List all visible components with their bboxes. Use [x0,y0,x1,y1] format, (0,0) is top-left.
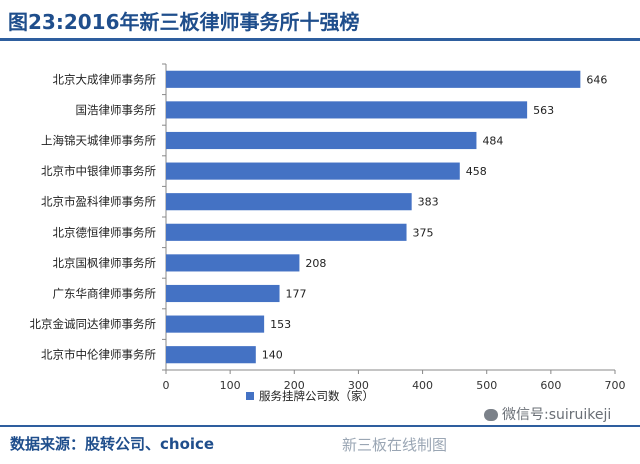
x-tick-label: 100 [220,379,241,392]
category-label: 北京大成律师事务所 [53,72,157,86]
data-label: 177 [286,288,307,301]
wechat-id: 微信号:suiruikeji [502,407,612,423]
bar [166,315,265,333]
bar [166,131,477,150]
wechat-icon [484,409,498,421]
category-label: 国浩律师事务所 [76,103,157,117]
data-label: 208 [305,257,326,270]
x-tick-label: 500 [476,379,497,392]
category-label: 北京金诚同达律师事务所 [30,317,157,331]
data-label: 646 [586,73,607,86]
data-source: 数据来源：股转公司、choice [10,435,215,453]
chart-watermark: 新三板在线制图 [342,436,448,454]
data-label: 375 [413,226,434,239]
data-label: 140 [262,349,283,362]
legend-swatch [246,392,254,400]
chart-title: 图23:2016年新三板律师事务所十强榜 [8,10,360,34]
bar [166,162,460,180]
x-tick-label: 300 [348,379,369,392]
category-label: 上海锦天城律师事务所 [41,134,156,148]
x-tick-label: 700 [605,379,626,392]
bar [166,284,280,303]
bar [166,223,407,241]
x-tick-label: 200 [284,379,305,392]
bar-chart: 北京大成律师事务所 646 国浩律师事务所 563 上海锦天城律师事务所 484 北京市中银… [30,63,626,403]
data-label: 563 [533,104,554,117]
wechat-watermark: 微信号:suiruikeji [484,404,611,424]
footer-divider [0,425,640,427]
x-tick-label: 600 [540,379,561,392]
category-label: 北京德恒律师事务所 [53,225,157,239]
category-label: 北京市盈科律师事务所 [41,195,156,209]
data-label: 383 [418,196,439,209]
category-label: 北京市中银律师事务所 [41,164,156,178]
category-label: 北京市中伦律师事务所 [41,348,156,362]
data-label: 458 [466,165,487,178]
bar [166,70,581,88]
title-underline [0,38,640,41]
legend-label: 服务挂牌公司数（家） [259,389,374,403]
data-label: 153 [270,318,291,331]
bar [166,193,412,211]
bar [166,346,256,364]
chart-header: 图23:2016年新三板律师事务所十强榜 [0,0,640,42]
bar [166,101,528,119]
category-label: 广东华商律师事务所 [53,287,157,301]
bar [166,254,300,272]
x-tick-label: 400 [412,379,433,392]
x-tick-label: 0 [163,379,170,392]
data-label: 484 [482,135,503,148]
category-label: 北京国枫律师事务所 [53,256,157,270]
